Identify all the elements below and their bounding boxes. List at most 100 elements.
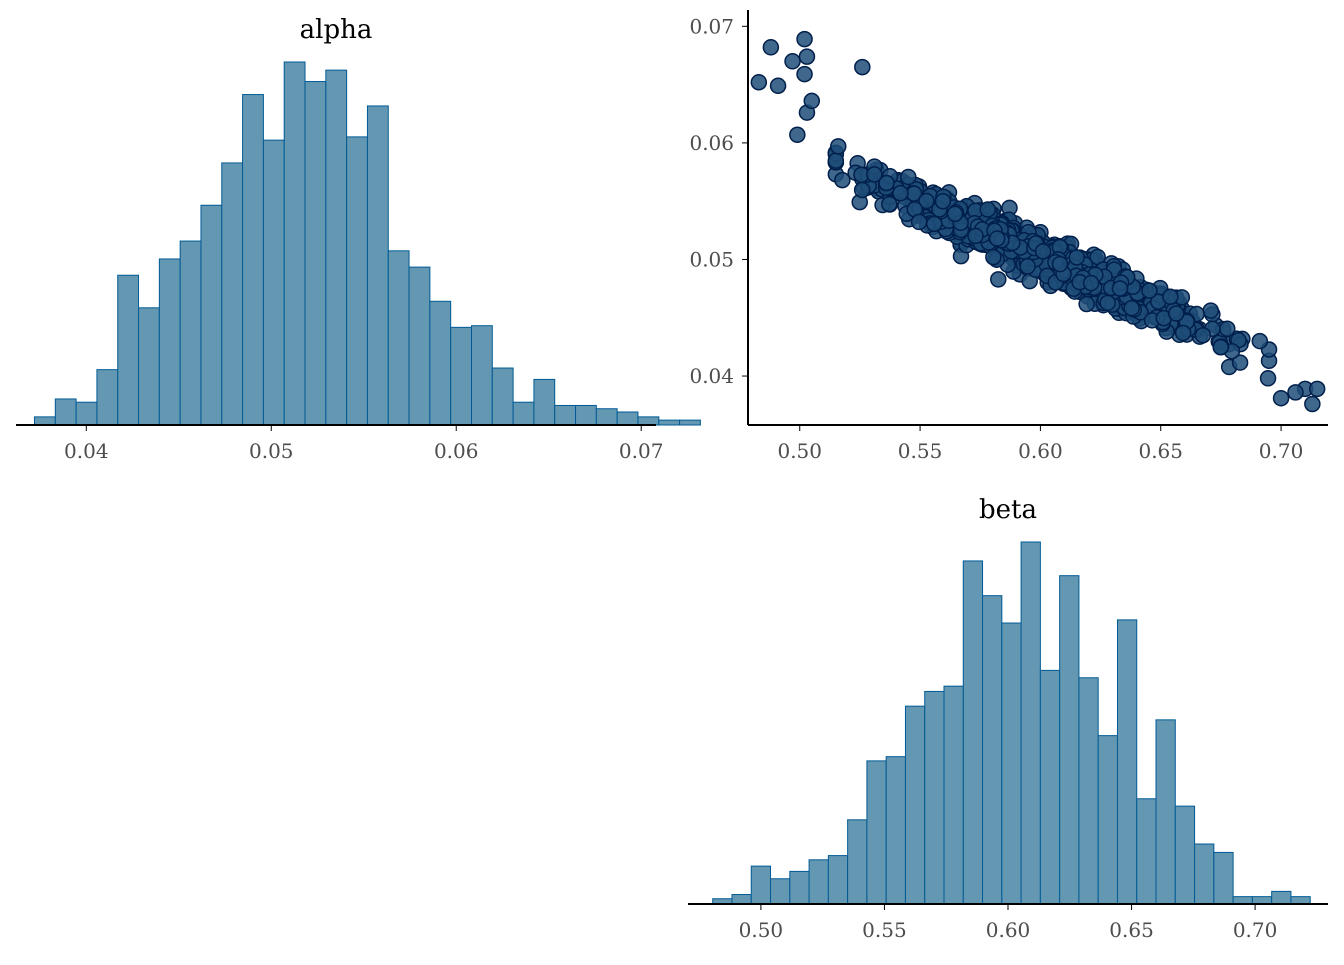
alpha-bar [304, 81, 327, 426]
alpha-bar [283, 61, 306, 426]
alpha-bar [325, 69, 348, 426]
scatter-point [918, 192, 935, 210]
scatter-points [750, 30, 1326, 413]
alpha-bar [117, 274, 140, 426]
beta-x-tick-label: 0.65 [1109, 918, 1154, 942]
alpha-histogram-panel: alpha 0.04 0.05 0.06 0.07 [16, 15, 701, 463]
scatter-point [990, 271, 1007, 288]
alpha-bar [96, 369, 119, 426]
scatter-point [946, 205, 964, 223]
scatter-point [1304, 395, 1321, 413]
scatter-x-tick-label: 0.50 [777, 439, 822, 463]
alpha-bar [346, 136, 368, 426]
alpha-x-tick-label: 0.04 [64, 439, 109, 463]
alpha-bar [512, 401, 535, 426]
alpha-bar [158, 258, 181, 426]
beta-x-tick-label: 0.70 [1233, 918, 1278, 942]
scatter-point [798, 48, 816, 65]
beta-x-tick-label: 0.50 [739, 918, 784, 942]
scatter-point [827, 152, 845, 169]
scatter-y-tick-label: 0.07 [689, 14, 734, 38]
beta-bar [1251, 896, 1273, 905]
alpha-x-tick-label: 0.05 [249, 439, 294, 463]
alpha-bar [679, 419, 701, 426]
scatter-point [1078, 295, 1095, 313]
scatter-point [1099, 294, 1116, 312]
beta-bar [982, 595, 1003, 905]
scatter-point [829, 138, 847, 155]
scatter-point [762, 39, 780, 56]
scatter-point [1308, 380, 1326, 398]
alpha-bar [179, 240, 202, 426]
scatter-point [750, 74, 768, 91]
scatter-point [866, 166, 883, 183]
beta-bar [827, 855, 849, 905]
beta-bar [1001, 622, 1022, 905]
alpha-x-tick-label: 0.07 [619, 439, 664, 463]
alpha-bar [616, 411, 639, 426]
alpha-bar [595, 408, 618, 426]
alpha-bar [387, 250, 410, 426]
alpha-beta-scatter-panel: 0.50 0.55 0.60 0.65 0.70 0.04 0.05 0.06 0.07 [689, 10, 1328, 463]
scatter-point [985, 248, 1002, 266]
alpha-bar [138, 307, 160, 426]
alpha-bar [200, 204, 223, 426]
alpha-bar [491, 367, 514, 426]
beta-bar [1020, 541, 1041, 905]
scatter-point [1141, 282, 1158, 299]
scatter-point [988, 230, 1006, 247]
scatter-point [1123, 299, 1140, 317]
scatter-point [789, 126, 806, 143]
scatter-point [1202, 302, 1219, 319]
alpha-bar [554, 404, 577, 426]
scatter-point [1068, 249, 1086, 266]
scatter-point [1251, 332, 1269, 350]
alpha-bar [262, 139, 285, 426]
scatter-point [784, 53, 801, 70]
scatter-point [1259, 370, 1277, 387]
beta-bar [770, 878, 791, 905]
beta-bar [1213, 851, 1234, 905]
scatter-point [900, 168, 917, 186]
beta-bar [943, 685, 964, 905]
beta-bar [808, 859, 829, 905]
scatter-point [769, 77, 787, 95]
beta-bar [1271, 890, 1292, 905]
scatter-y-ticks: 0.04 0.05 0.06 0.07 [689, 14, 748, 388]
scatter-x-tick-label: 0.65 [1138, 439, 1183, 463]
alpha-bar [75, 401, 98, 426]
beta-histogram-panel: beta 0.50 0.55 0.60 0.65 0.70 [688, 495, 1328, 942]
alpha-bar [408, 266, 431, 426]
beta-bar [1290, 896, 1311, 905]
beta-x-tick-label: 0.55 [862, 918, 907, 942]
scatter-x-tick-label: 0.70 [1259, 439, 1304, 463]
scatter-point [934, 192, 952, 210]
beta-bar [904, 705, 926, 905]
beta-bar [1059, 575, 1080, 905]
scatter-point [796, 65, 813, 83]
beta-bar [789, 870, 810, 905]
scatter-point [1034, 243, 1052, 260]
scatter-point [1082, 274, 1100, 292]
scatter-point [979, 201, 997, 218]
scatter-point [796, 30, 813, 48]
scatter-point [1051, 255, 1069, 273]
scatter-point [1231, 354, 1249, 371]
alpha-bar [242, 94, 264, 426]
scatter-point [803, 92, 821, 110]
beta-bar [1136, 798, 1157, 905]
alpha-bar [429, 300, 452, 426]
alpha-bar [658, 419, 681, 426]
beta-bar [1174, 805, 1196, 905]
scatter-x-tick-label: 0.55 [898, 439, 943, 463]
beta-bar [1039, 669, 1061, 905]
beta-bar [962, 560, 984, 905]
alpha-histogram-title: alpha [300, 15, 373, 45]
scatter-point [967, 227, 984, 245]
alpha-bar [470, 325, 493, 426]
scatter-point [1212, 339, 1229, 356]
alpha-x-tick-label: 0.06 [434, 439, 479, 463]
beta-bar [1155, 719, 1176, 905]
